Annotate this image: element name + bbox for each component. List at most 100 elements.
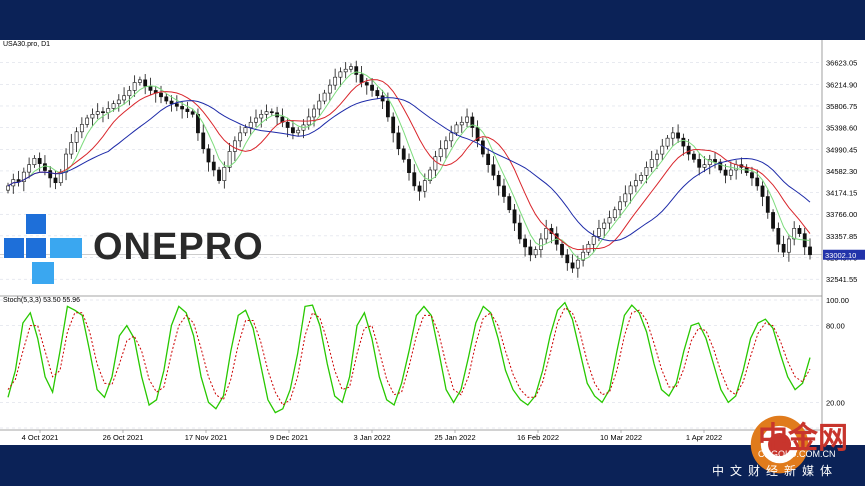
price-tick-label: 34990.45	[826, 145, 857, 154]
candle-body	[781, 243, 786, 253]
cngold-logo-icon	[750, 415, 809, 474]
candle-body	[370, 84, 374, 91]
candle-body	[670, 132, 675, 139]
symbol-label: USA30.pro, D1	[3, 41, 51, 48]
stoch-tick-label: 100.00	[826, 296, 849, 305]
candle-body	[312, 108, 316, 118]
candle-body	[359, 74, 364, 83]
candle-body	[90, 114, 95, 119]
candle-body	[37, 158, 42, 164]
onepro-logo-icon	[4, 214, 82, 284]
candle-body	[27, 164, 32, 173]
candle-body	[259, 114, 264, 119]
price-tick-label: 36214.90	[826, 80, 857, 89]
x-tick-label: 9 Dec 2021	[270, 433, 308, 442]
candle-body	[628, 185, 633, 195]
stoch-tick-label: 20.00	[826, 398, 845, 407]
candle-body	[375, 90, 380, 97]
candle-body	[222, 167, 227, 181]
candle-body	[597, 228, 601, 237]
candle-body	[713, 159, 717, 163]
price-tick-label: 35806.75	[826, 102, 857, 111]
candle-body	[227, 151, 232, 168]
candle-body	[750, 172, 754, 179]
candle-body	[232, 140, 237, 152]
candle-body	[655, 153, 659, 160]
candle-body	[502, 185, 506, 197]
brand-url: CNGOLD.COM.CN	[758, 449, 836, 459]
candle-body	[776, 228, 781, 245]
candle-body	[665, 137, 670, 147]
candle-body	[649, 159, 654, 168]
candle-body	[702, 164, 707, 168]
candle-body	[444, 140, 448, 150]
candle-body	[180, 106, 185, 110]
brand-tagline: 中文财经新媒体	[712, 464, 839, 478]
stochastic-lines	[7, 301, 811, 414]
x-tick-label: 25 Jan 2022	[434, 433, 475, 442]
price-tick-label: 36623.05	[826, 59, 857, 68]
candle-body	[248, 121, 253, 128]
candle-body	[618, 201, 622, 211]
watermark: ONEPRO	[93, 226, 264, 268]
candle-body	[718, 161, 723, 171]
moving-averages	[7, 71, 811, 261]
candle-body	[792, 228, 797, 240]
brand-name: 中金网	[758, 421, 848, 456]
candle-body	[517, 222, 522, 240]
candle-body	[69, 142, 74, 155]
price-tick-label: 35398.60	[826, 124, 857, 133]
candle-body	[565, 254, 570, 264]
price-tick-label: 33766.00	[826, 210, 857, 219]
price-tick-label: 34174.15	[826, 189, 857, 198]
candle-body	[686, 145, 691, 155]
stoch-signal-line	[7, 306, 811, 406]
candle-body	[206, 148, 211, 163]
candle-body	[507, 196, 512, 211]
x-tick-label: 4 Oct 2021	[22, 433, 59, 442]
candle-body	[797, 228, 802, 234]
candle-body	[111, 103, 116, 109]
candle-body	[697, 159, 702, 168]
candle-body	[296, 129, 301, 134]
candle-body	[217, 169, 221, 181]
candle-body	[523, 238, 527, 248]
ma-slow-line	[7, 97, 811, 242]
price-tick-label: 33357.85	[826, 232, 857, 241]
candle-body	[401, 148, 406, 160]
candle-body	[327, 84, 332, 94]
candle-body	[79, 124, 84, 133]
candle-body	[354, 66, 359, 75]
candle-body	[692, 153, 696, 160]
candle-body	[496, 175, 501, 187]
candle-body	[322, 92, 327, 102]
candle-body	[633, 180, 638, 187]
candle-body	[174, 103, 179, 107]
candle-body	[433, 156, 438, 171]
candle-body	[644, 167, 649, 176]
candle-body	[164, 96, 169, 102]
candle-body	[254, 117, 258, 123]
candle-body	[127, 90, 132, 97]
candle-body	[74, 131, 79, 143]
candle-body	[676, 132, 680, 139]
candle-body	[417, 185, 422, 192]
candle-body	[116, 99, 121, 104]
x-tick-label: 17 Nov 2021	[185, 433, 228, 442]
candle-body	[317, 100, 322, 110]
candle-body	[470, 116, 475, 128]
candle-body	[707, 159, 712, 165]
candle-body	[291, 127, 295, 134]
candle-body	[338, 71, 343, 78]
candle-body	[412, 172, 417, 187]
x-tick-label: 16 Feb 2022	[517, 433, 559, 442]
candle-body	[612, 209, 617, 219]
candle-body	[264, 111, 269, 115]
grid	[0, 40, 823, 431]
candle-body	[449, 132, 454, 142]
candle-body	[148, 85, 153, 91]
price-tick-label: 34582.30	[826, 167, 857, 176]
x-tick-label: 10 Mar 2022	[600, 433, 642, 442]
candle-body	[85, 117, 90, 125]
candle-body	[101, 111, 105, 114]
